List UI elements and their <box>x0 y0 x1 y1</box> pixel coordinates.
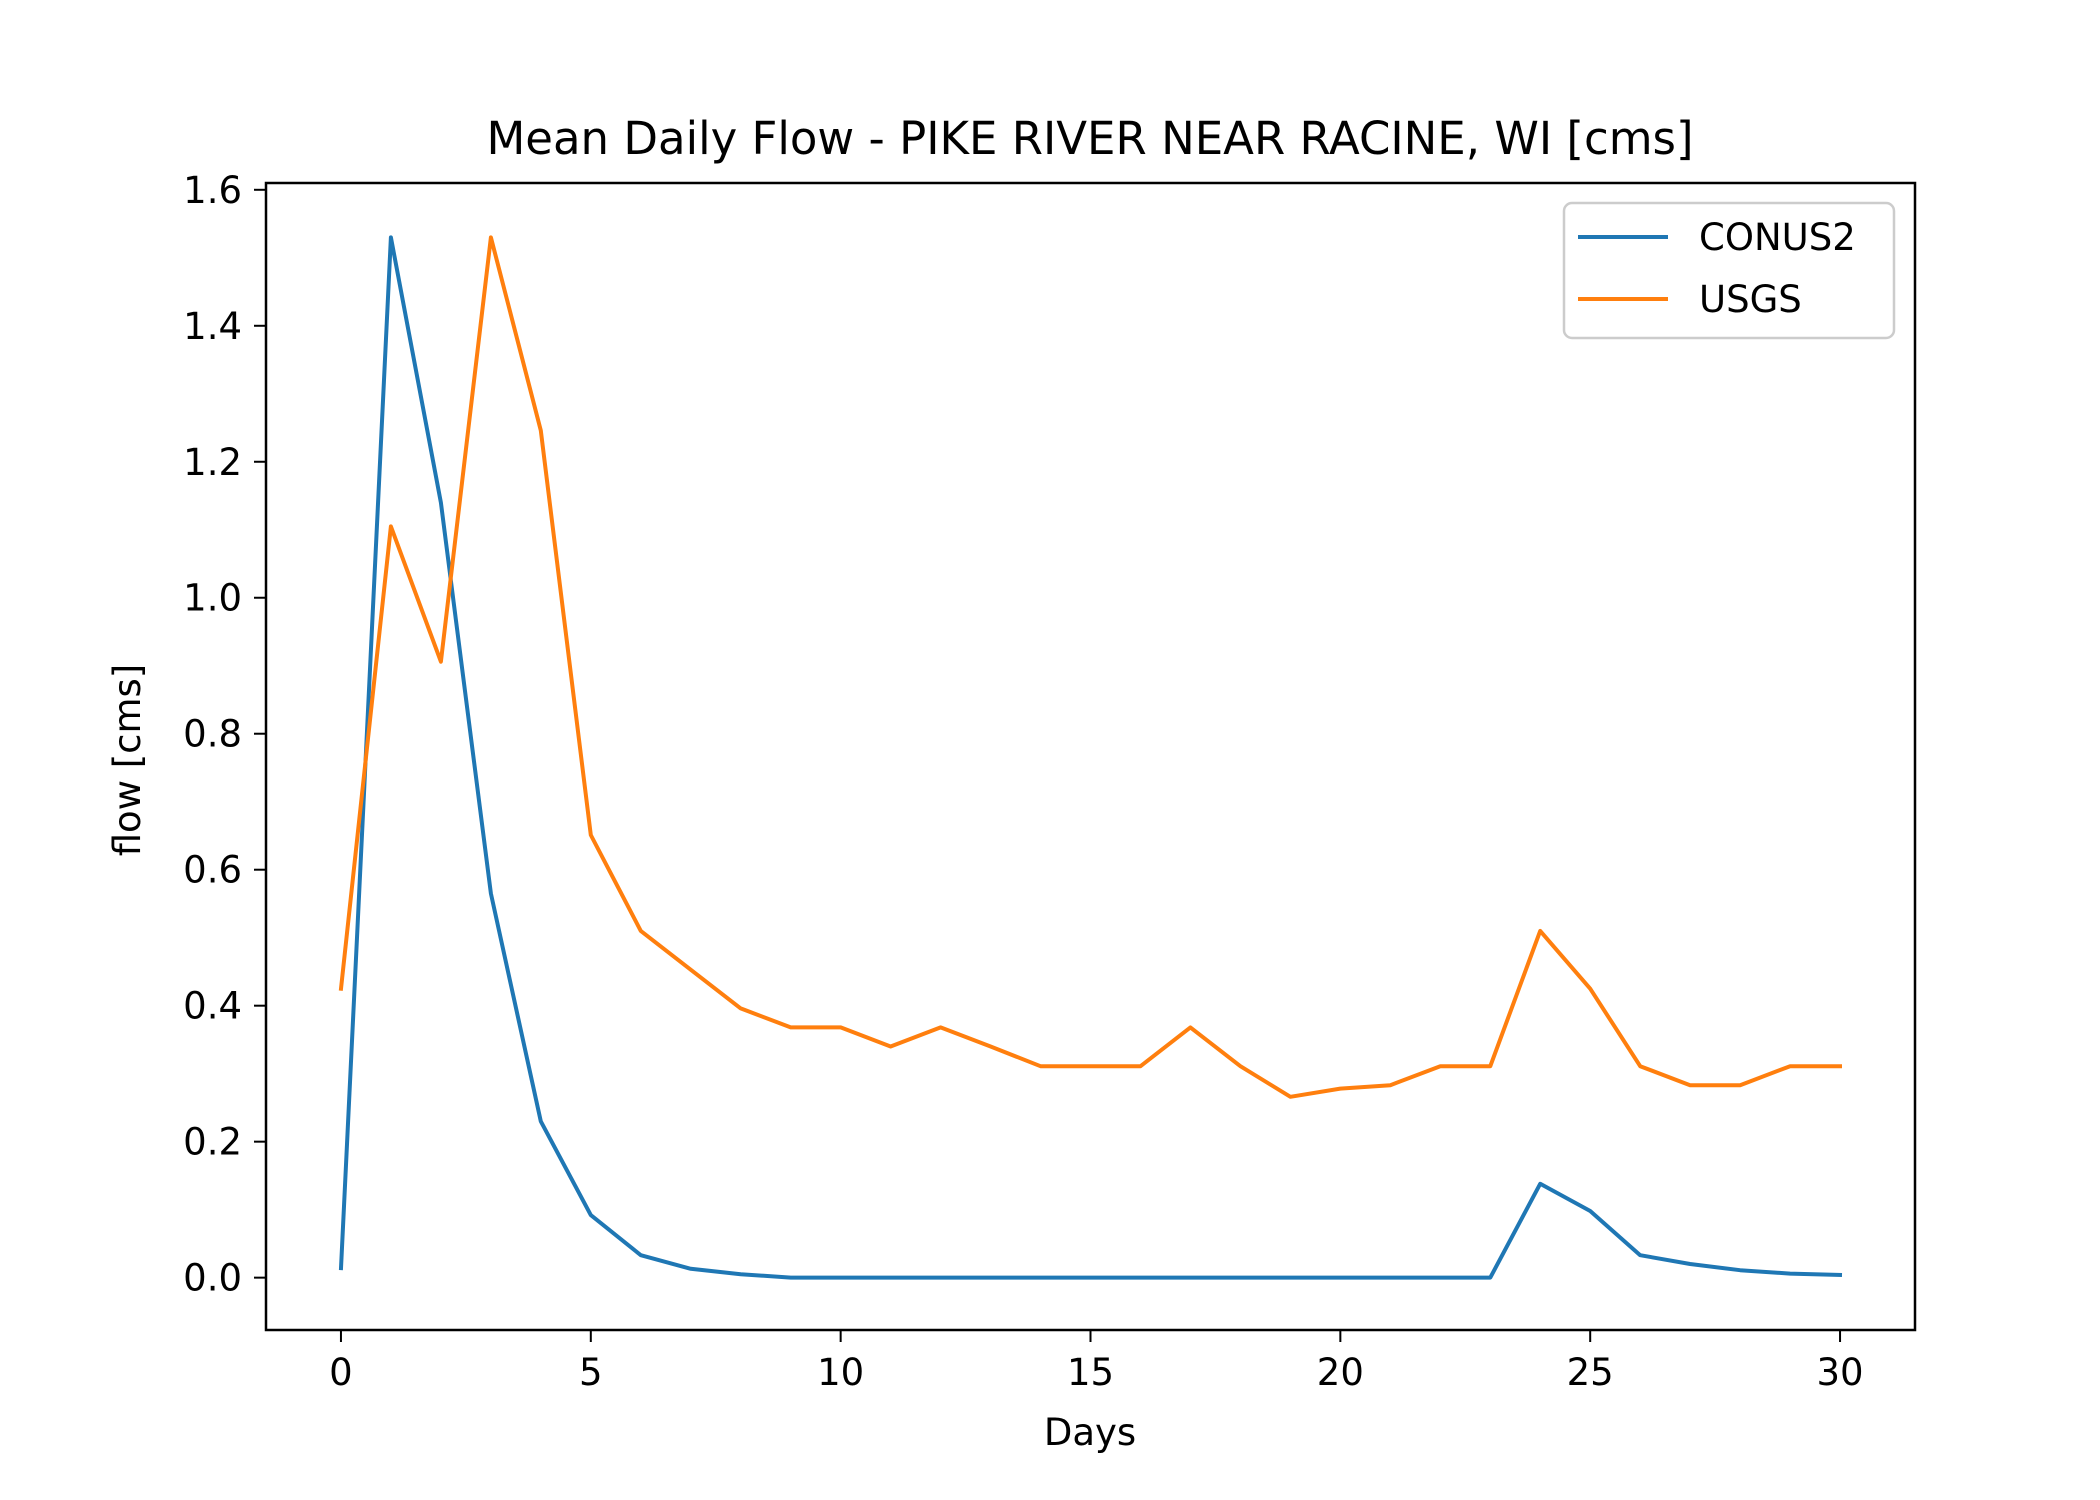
y-tick-label: 1.6 <box>183 169 242 212</box>
y-tick-label: 0.0 <box>183 1257 242 1300</box>
x-tick-label: 20 <box>1317 1351 1364 1394</box>
x-tick-label: 15 <box>1067 1351 1114 1394</box>
legend-label-conus2: CONUS2 <box>1699 216 1856 259</box>
x-tick-label: 0 <box>329 1351 353 1394</box>
series-line-usgs <box>338 235 1842 1099</box>
y-tick-label: 0.6 <box>183 849 242 892</box>
chart-title: Mean Daily Flow - PIKE RIVER NEAR RACINE… <box>486 112 1693 165</box>
x-tick-label: 30 <box>1816 1351 1863 1394</box>
y-tick-label: 0.8 <box>183 713 242 756</box>
x-tick-label: 10 <box>817 1351 864 1394</box>
series-line-conus2 <box>338 235 1843 1280</box>
x-tick-label: 5 <box>579 1351 603 1394</box>
y-tick-label: 0.2 <box>183 1121 242 1164</box>
y-axis-label: flow [cms] <box>106 664 149 857</box>
y-tick-label: 1.0 <box>183 577 242 620</box>
y-tick-label: 0.4 <box>183 985 242 1028</box>
legend-label-usgs: USGS <box>1699 278 1802 321</box>
y-tick-label: 1.4 <box>183 305 242 348</box>
plot-area: 0 5 10 15 20 25 30 0.0 0.2 0.4 0.6 0.8 1.0 1.2 1.4 1.6 C… <box>183 169 1917 1394</box>
x-tick-label: 25 <box>1567 1351 1614 1394</box>
y-tick-label: 1.2 <box>183 441 242 484</box>
x-axis-label: Days <box>1044 1411 1136 1454</box>
